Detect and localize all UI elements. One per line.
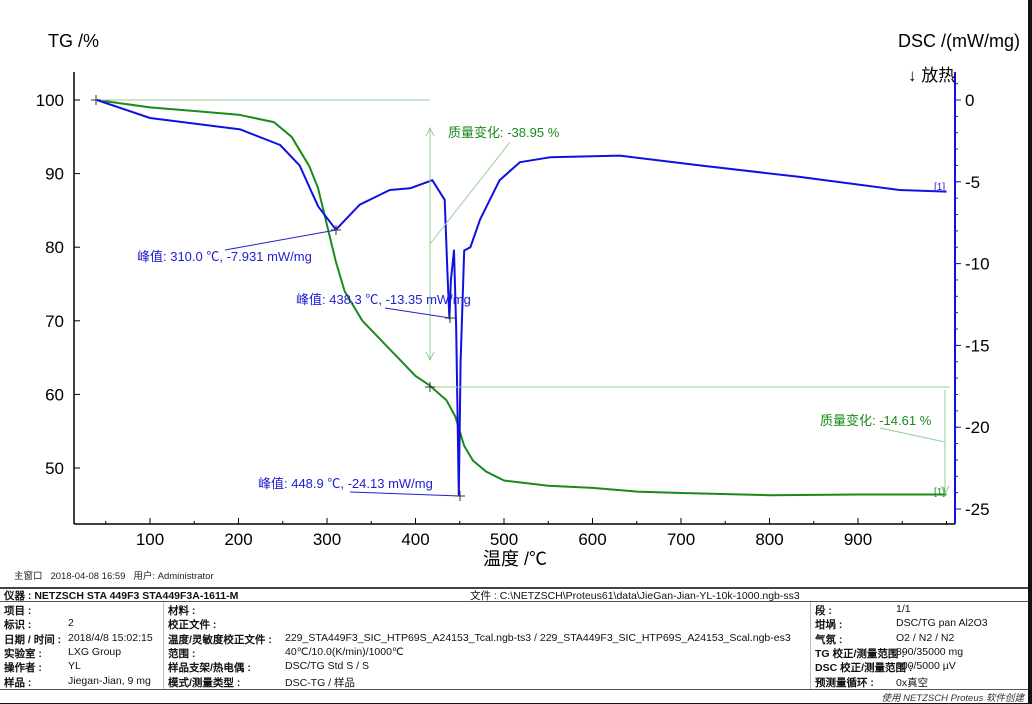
info-right-value: O2 / N2 / N2 bbox=[896, 631, 955, 644]
info-middle-label: 校正文件 : bbox=[168, 619, 217, 632]
status-datetime: 2018-04-08 16:59 bbox=[50, 571, 126, 582]
x-tick-label: 100 bbox=[136, 530, 164, 549]
info-middle-value: DSC-TG / 样品 bbox=[285, 676, 355, 689]
info-middle-value: 40℃/10.0(K/min)/1000℃ bbox=[285, 645, 404, 658]
marker-cross bbox=[425, 382, 435, 392]
dsc-tick-label: -15 bbox=[965, 336, 990, 355]
tg-tick-label: 100 bbox=[36, 91, 64, 110]
info-left-label: 标识 : bbox=[4, 619, 32, 632]
tg-tick-label: 90 bbox=[45, 165, 64, 184]
info-middle-label: 范围 : bbox=[168, 647, 196, 660]
info-right-label: 段 : bbox=[815, 605, 832, 617]
x-tick-label: 300 bbox=[313, 530, 341, 549]
marker-cross bbox=[91, 95, 101, 105]
tg-tick-label: 70 bbox=[45, 312, 64, 331]
info-middle-value: 229_STA449F3_SIC_HTP69S_A24153_Tcal.ngb-… bbox=[285, 631, 791, 644]
x-tick-label: 400 bbox=[401, 530, 429, 549]
window-edge bbox=[1028, 0, 1032, 704]
x-tick-label: 800 bbox=[755, 530, 783, 549]
tg-tick-label: 50 bbox=[45, 459, 64, 478]
x-axis-label: 温度 /℃ bbox=[483, 549, 547, 569]
info-left-value: Jiegan-Jian, 9 mg bbox=[68, 674, 151, 687]
info-left-label: 日期 / 时间 : bbox=[4, 633, 62, 646]
info-right-value: 000/5000 µV bbox=[896, 660, 956, 673]
info-right-label: 预测量循环 : bbox=[815, 676, 874, 689]
leader-line bbox=[879, 427, 946, 443]
peak-1-label: 峰值: 310.0 ℃, -7.931 mW/mg bbox=[137, 249, 312, 264]
status-user: 用户: Administrator bbox=[133, 571, 214, 582]
info-right-value: 0x真空 bbox=[896, 676, 929, 689]
status-bar: 主窗口 2018-04-08 16:59 用户: Administrator bbox=[14, 568, 214, 582]
info-left-label: 项目 : bbox=[4, 605, 32, 617]
segment-tag-dsc: [1] bbox=[934, 182, 945, 193]
exo-direction-label: ↓ 放热 bbox=[908, 66, 955, 85]
info-right-label: 气氛 : bbox=[815, 633, 843, 646]
info-left-label: 实验室 : bbox=[4, 647, 42, 660]
dsc-tick-label: -5 bbox=[965, 173, 980, 192]
x-tick-label: 600 bbox=[578, 530, 606, 549]
info-middle-value: DSC/TG Std S / S bbox=[285, 660, 370, 673]
leader-line bbox=[349, 491, 461, 497]
info-right-label: 坩埚 : bbox=[815, 619, 843, 632]
info-left-label: 样品 : bbox=[4, 676, 32, 689]
info-left-label: 操作者 : bbox=[4, 662, 42, 675]
info-middle-label: 模式/测量类型 : bbox=[168, 676, 241, 689]
tg-axis-label: TG /% bbox=[48, 31, 99, 51]
mass-change-2-label: 质量变化: -14.61 % bbox=[820, 413, 932, 428]
tg-tick-label: 60 bbox=[45, 385, 64, 404]
info-left-value: LXG Group bbox=[68, 645, 122, 658]
x-tick-label: 900 bbox=[844, 530, 872, 549]
footer-note: 使用 NETZSCH Proteus 软件创建 bbox=[881, 693, 1024, 704]
info-right-value: 890/35000 mg bbox=[896, 645, 964, 658]
info-middle-label: 样品支架/热电偶 : bbox=[168, 662, 251, 675]
mass-change-1-label: 质量变化: -38.95 % bbox=[448, 125, 560, 140]
x-tick-label: 700 bbox=[667, 530, 695, 549]
info-right-label: DSC 校正/测量范围 : bbox=[815, 662, 913, 675]
tg-curve bbox=[96, 99, 947, 497]
leader-line bbox=[384, 307, 451, 319]
info-right-label: TG 校正/测量范围 : bbox=[815, 647, 905, 660]
file-path: 文件 : C:\NETZSCH\Proteus61\data\JieGan-Ji… bbox=[470, 590, 800, 602]
peak-2-label: 峰值: 438.3 ℃, -13.35 mW/mg bbox=[296, 292, 471, 307]
dsc-tick-label: 0 bbox=[965, 91, 974, 110]
marker-cross bbox=[445, 313, 455, 323]
info-left-value: 2 bbox=[68, 617, 74, 630]
arrow-head bbox=[425, 126, 435, 137]
arrow-head bbox=[425, 351, 435, 362]
info-right-value: DSC/TG pan Al2O3 bbox=[896, 617, 988, 630]
x-tick-label: 500 bbox=[490, 530, 518, 549]
leader-line bbox=[429, 141, 511, 245]
arrow-head bbox=[940, 485, 950, 496]
segment-tag-tg: [1] bbox=[934, 487, 945, 498]
leader-line bbox=[224, 229, 337, 251]
info-left-value: YL bbox=[68, 660, 81, 673]
tg-dsc-chart: 100 200 300 400 500 600 700 800 9001009080706050… bbox=[36, 31, 1020, 569]
dsc-tick-label: -25 bbox=[965, 500, 990, 519]
x-tick-label: 200 bbox=[224, 530, 252, 549]
dsc-axis-label: DSC /(mW/mg) bbox=[898, 31, 1020, 51]
info-right-value: 1/1 bbox=[896, 603, 911, 615]
dsc-curve bbox=[96, 99, 947, 496]
peak-3-label: 峰值: 448.9 ℃, -24.13 mW/mg bbox=[258, 476, 433, 491]
instrument: 仪器 : NETZSCH STA 449F3 STA449F3A-1611-M bbox=[4, 590, 239, 602]
marker-cross bbox=[455, 491, 465, 501]
dsc-tick-label: -10 bbox=[965, 255, 990, 274]
tg-tick-label: 80 bbox=[45, 238, 64, 257]
marker-cross bbox=[331, 225, 341, 235]
info-middle-label: 温度/灵敏度校正文件 : bbox=[168, 633, 272, 646]
info-middle-label: 材料 : bbox=[168, 605, 196, 617]
window-label: 主窗口 bbox=[14, 571, 43, 582]
dsc-tick-label: -20 bbox=[965, 418, 990, 437]
info-left-value: 2018/4/8 15:02:15 bbox=[68, 631, 153, 644]
